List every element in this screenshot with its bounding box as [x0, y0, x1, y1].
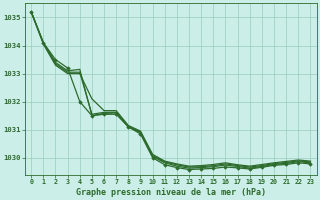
X-axis label: Graphe pression niveau de la mer (hPa): Graphe pression niveau de la mer (hPa): [76, 188, 266, 197]
